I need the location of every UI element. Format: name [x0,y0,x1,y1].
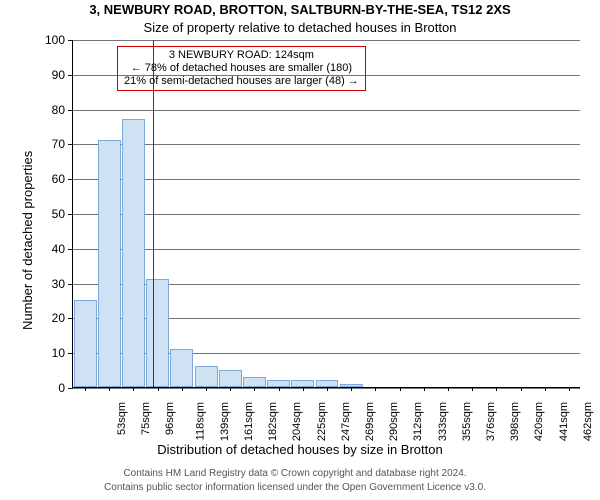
annotation-box: 3 NEWBURY ROAD: 124sqm← 78% of detached … [117,46,366,91]
annotation-line: ← 78% of detached houses are smaller (18… [124,62,359,75]
x-tick-label: 53sqm [116,402,128,435]
x-tick [206,387,207,391]
annotation-line: 21% of semi-detached houses are larger (… [124,75,359,88]
histogram-bar [316,380,339,387]
y-tick-label: 30 [52,277,65,291]
gridline [73,110,580,111]
x-tick [496,387,497,391]
x-tick-label: 420sqm [533,402,545,441]
x-tick [133,387,134,391]
y-tick-label: 10 [52,346,65,360]
x-tick [303,387,304,391]
histogram-bar [122,119,145,387]
chart-title-sub: Size of property relative to detached ho… [0,20,600,35]
x-tick-label: 204sqm [292,402,304,441]
y-tick-label: 60 [52,172,65,186]
x-tick [569,387,570,391]
y-tick-label: 70 [52,137,65,151]
plot-area: 010203040506070809010053sqm75sqm96sqm118… [72,40,580,388]
x-tick-label: 96sqm [165,402,177,435]
x-tick [400,387,401,391]
chart-title-main: 3, NEWBURY ROAD, BROTTON, SALTBURN-BY-TH… [0,2,600,17]
x-tick [230,387,231,391]
chart-container: 3, NEWBURY ROAD, BROTTON, SALTBURN-BY-TH… [0,0,600,500]
x-tick-label: 290sqm [388,402,400,441]
x-tick-label: 161sqm [243,402,255,441]
histogram-bar [98,140,121,387]
histogram-bar [170,349,193,387]
x-tick [254,387,255,391]
x-tick-label: 462sqm [582,402,594,441]
x-tick-label: 333sqm [437,402,449,441]
x-tick-label: 225sqm [316,402,328,441]
y-axis-label: Number of detached properties [20,151,35,330]
annotation-line: 3 NEWBURY ROAD: 124sqm [124,49,359,62]
x-tick-label: 441sqm [558,402,570,441]
y-tick-label: 20 [52,311,65,325]
x-tick [424,387,425,391]
gridline [73,249,580,250]
x-tick-label: 118sqm [194,402,206,440]
y-tick-label: 0 [58,381,65,395]
x-tick-label: 139sqm [219,402,231,441]
gridline [73,40,580,41]
x-tick [351,387,352,391]
x-tick-label: 269sqm [364,402,376,441]
histogram-bar [219,370,242,387]
x-tick [279,387,280,391]
histogram-bar [267,380,290,387]
x-tick [545,387,546,391]
gridline [73,214,580,215]
histogram-bar [243,377,266,387]
gridline [73,144,580,145]
x-tick [158,387,159,391]
y-tick-label: 50 [52,207,65,221]
x-tick [521,387,522,391]
x-tick [375,387,376,391]
x-tick [472,387,473,391]
y-tick-label: 100 [45,33,65,47]
y-tick-label: 90 [52,68,65,82]
histogram-bar [195,366,218,387]
x-tick-label: 247sqm [340,402,352,441]
x-tick [109,387,110,391]
histogram-bar [146,279,169,387]
x-tick [85,387,86,391]
x-tick-label: 182sqm [267,402,279,441]
x-tick-label: 75sqm [140,402,152,435]
x-tick [182,387,183,391]
histogram-bar [291,380,314,387]
x-tick [448,387,449,391]
y-tick-label: 40 [52,242,65,256]
property-marker-line [153,40,155,387]
footer-copyright-2: Contains public sector information licen… [0,482,590,493]
x-tick-label: 312sqm [413,402,425,441]
footer-copyright-1: Contains HM Land Registry data © Crown c… [0,468,590,479]
histogram-bar [74,300,97,387]
x-tick-label: 398sqm [509,402,521,441]
x-tick-label: 355sqm [461,402,473,441]
gridline [73,179,580,180]
x-tick-label: 376sqm [485,402,497,441]
y-tick-label: 80 [52,103,65,117]
x-axis-label: Distribution of detached houses by size … [0,442,600,457]
x-tick [327,387,328,391]
